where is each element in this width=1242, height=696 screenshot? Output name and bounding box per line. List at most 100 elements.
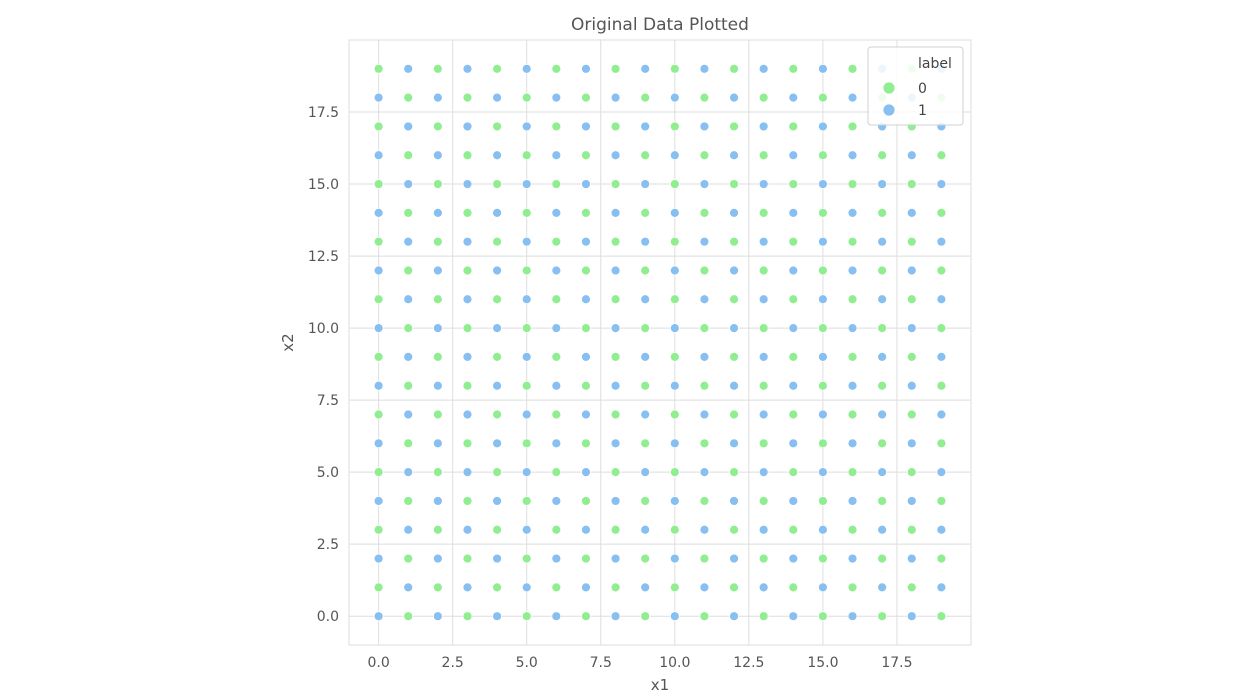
data-point-label-0 [521,611,532,622]
data-point-label-1 [877,179,888,189]
data-point-label-1 [906,207,917,218]
data-point-label-0 [521,265,532,276]
data-point-label-0 [521,323,532,333]
y-tick-label: 5.0 [317,465,339,481]
legend-marker-1 [882,103,896,117]
data-point-label-1 [669,611,680,622]
plot-frame [348,39,972,646]
data-point-label-0 [581,265,591,276]
data-point-label-0 [847,236,858,247]
data-point-label-1 [818,409,828,420]
data-point-label-1 [581,294,591,305]
data-point-label-0 [492,236,502,247]
data-point-label-0 [581,207,591,218]
data-point-label-0 [492,63,502,74]
data-point-label-0 [640,438,651,449]
data-point-label-1 [818,63,828,74]
data-point-label-0 [906,236,917,247]
data-point-label-1 [669,380,680,391]
data-point-label-1 [432,150,443,161]
data-point-label-1 [758,294,769,305]
data-point-label-0 [551,236,562,247]
data-point-label-1 [640,121,651,132]
data-point-label-1 [729,611,739,622]
data-point-label-0 [403,207,414,218]
data-point-label-0 [610,409,621,420]
data-point-label-1 [610,380,621,391]
data-point-label-1 [788,553,799,564]
data-point-label-0 [669,236,680,247]
data-point-label-1 [640,294,651,305]
data-point-label-1 [610,207,621,218]
data-point-label-1 [847,265,858,276]
data-point-label-0 [432,294,443,305]
data-point-label-1 [847,92,858,103]
data-point-label-0 [581,380,591,391]
data-point-label-0 [788,467,799,478]
data-point-label-0 [521,150,532,161]
data-point-label-1 [432,323,443,333]
y-tick-label: 17.5 [308,105,339,121]
data-point-label-1 [936,179,947,189]
data-point-label-1 [551,150,562,161]
data-point-label-0 [581,92,591,103]
data-point-label-1 [521,294,532,305]
data-point-label-1 [521,63,532,74]
data-point-label-0 [640,150,651,161]
data-point-label-0 [936,611,947,622]
data-point-label-1 [906,380,917,391]
data-point-label-1 [373,323,384,333]
data-point-label-0 [729,582,739,593]
data-point-label-1 [788,92,799,103]
data-point-label-0 [877,380,888,391]
data-point-label-1 [669,323,680,333]
data-point-label-1 [640,63,651,74]
data-point-label-0 [729,179,739,189]
data-point-label-0 [818,265,828,276]
data-point-label-1 [699,467,710,478]
data-point-label-1 [432,553,443,564]
data-point-label-0 [758,611,769,622]
data-point-label-1 [906,265,917,276]
x-tick-label: 2.5 [442,655,464,671]
data-point-label-1 [640,467,651,478]
data-point-label-1 [551,611,562,622]
data-point-label-1 [847,438,858,449]
data-point-label-1 [581,524,591,535]
data-point-label-0 [729,63,739,74]
data-point-label-1 [581,121,591,132]
data-point-label-1 [581,179,591,189]
data-point-label-0 [669,582,680,593]
data-point-label-1 [373,92,384,103]
data-point-label-0 [462,611,473,622]
data-point-label-0 [788,582,799,593]
data-point-label-1 [492,92,502,103]
data-point-label-1 [403,352,414,362]
data-point-label-1 [847,323,858,333]
data-point-label-1 [818,294,828,305]
tick-labels: 0.0 2.5 5.0 7.5 10.0 12.5 15.0 17.5 0.0 2.5 5.0 7.5… [308,105,913,671]
data-point-label-0 [699,380,710,391]
data-point-label-1 [818,582,828,593]
data-point-label-1 [492,438,502,449]
data-point-label-1 [610,150,621,161]
data-point-label-0 [818,380,828,391]
data-point-label-1 [758,582,769,593]
y-tick-label: 2.5 [317,537,339,553]
data-point-label-1 [936,236,947,247]
data-point-label-0 [936,323,947,333]
x-tick-label: 10.0 [659,655,690,671]
data-point-label-0 [818,92,828,103]
data-point-label-1 [492,611,502,622]
data-point-label-0 [847,352,858,362]
data-point-label-1 [847,207,858,218]
data-point-label-1 [581,582,591,593]
data-point-label-1 [640,409,651,420]
data-point-label-0 [729,352,739,362]
data-point-label-1 [818,121,828,132]
data-point-label-1 [610,265,621,276]
data-point-label-1 [847,611,858,622]
data-point-label-1 [492,380,502,391]
data-points [373,63,947,622]
data-point-label-1 [432,496,443,506]
